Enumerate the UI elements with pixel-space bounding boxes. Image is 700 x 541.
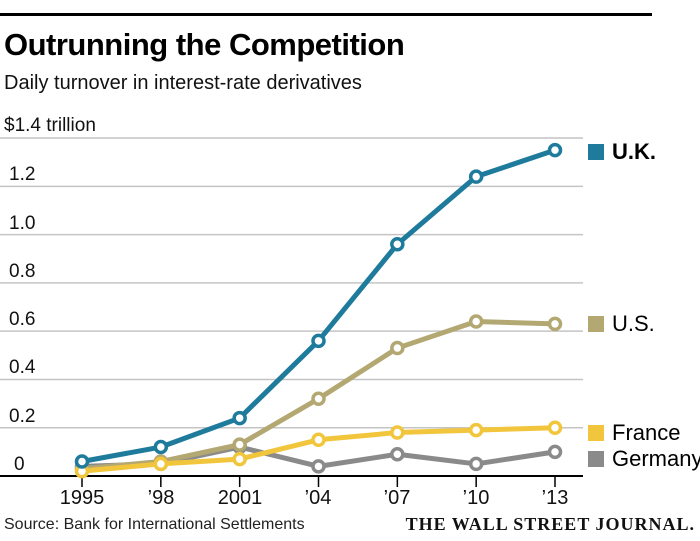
uk-color-swatch-icon xyxy=(588,144,604,160)
x-tick-label-10: ’10 xyxy=(462,487,490,509)
france-color-swatch-icon xyxy=(588,425,604,441)
chart-subtitle: Daily turnover in interest-rate derivati… xyxy=(4,72,362,94)
x-tick-label-98: ’98 xyxy=(147,487,175,509)
y-tick-label-0: 0 xyxy=(14,454,25,475)
y-tick-label-0-2: 0.2 xyxy=(9,406,36,427)
legend-label-us: U.S. xyxy=(612,311,655,336)
y-tick-label-0-6: 0.6 xyxy=(9,309,36,330)
chart-title: Outrunning the Competition xyxy=(4,27,405,62)
legend-label-germany: Germany xyxy=(612,446,700,471)
y-tick-label-1-2: 1.2 xyxy=(9,164,36,185)
legend-item-germany: Germany xyxy=(588,446,700,472)
legend-item-uk: U.K. xyxy=(588,139,656,165)
x-tick-label-13: ’13 xyxy=(541,487,569,509)
legend-label-uk: U.K. xyxy=(612,139,656,164)
y-axis-unit-label: $1.4 trillion xyxy=(4,115,96,136)
legend-item-france: France xyxy=(588,420,680,446)
legend-label-france: France xyxy=(612,420,681,445)
source-note: Source: Bank for International Settlemen… xyxy=(4,516,305,533)
germany-color-swatch-icon xyxy=(588,451,604,467)
x-tick-label-1995: 1995 xyxy=(59,487,105,509)
y-tick-label-1-0: 1.0 xyxy=(9,213,36,234)
wsj-brand: THE WALL STREET JOURNAL. xyxy=(405,514,695,534)
x-tick-label-04: ’04 xyxy=(304,487,332,509)
y-tick-label-0-4: 0.4 xyxy=(9,357,36,378)
y-tick-label-0-8: 0.8 xyxy=(9,261,36,282)
us-color-swatch-icon xyxy=(588,316,604,332)
x-tick-label-2001: 2001 xyxy=(217,487,263,509)
legend-item-us: U.S. xyxy=(588,311,655,337)
x-tick-label-07: ’07 xyxy=(383,487,411,509)
top-rule xyxy=(0,13,652,16)
